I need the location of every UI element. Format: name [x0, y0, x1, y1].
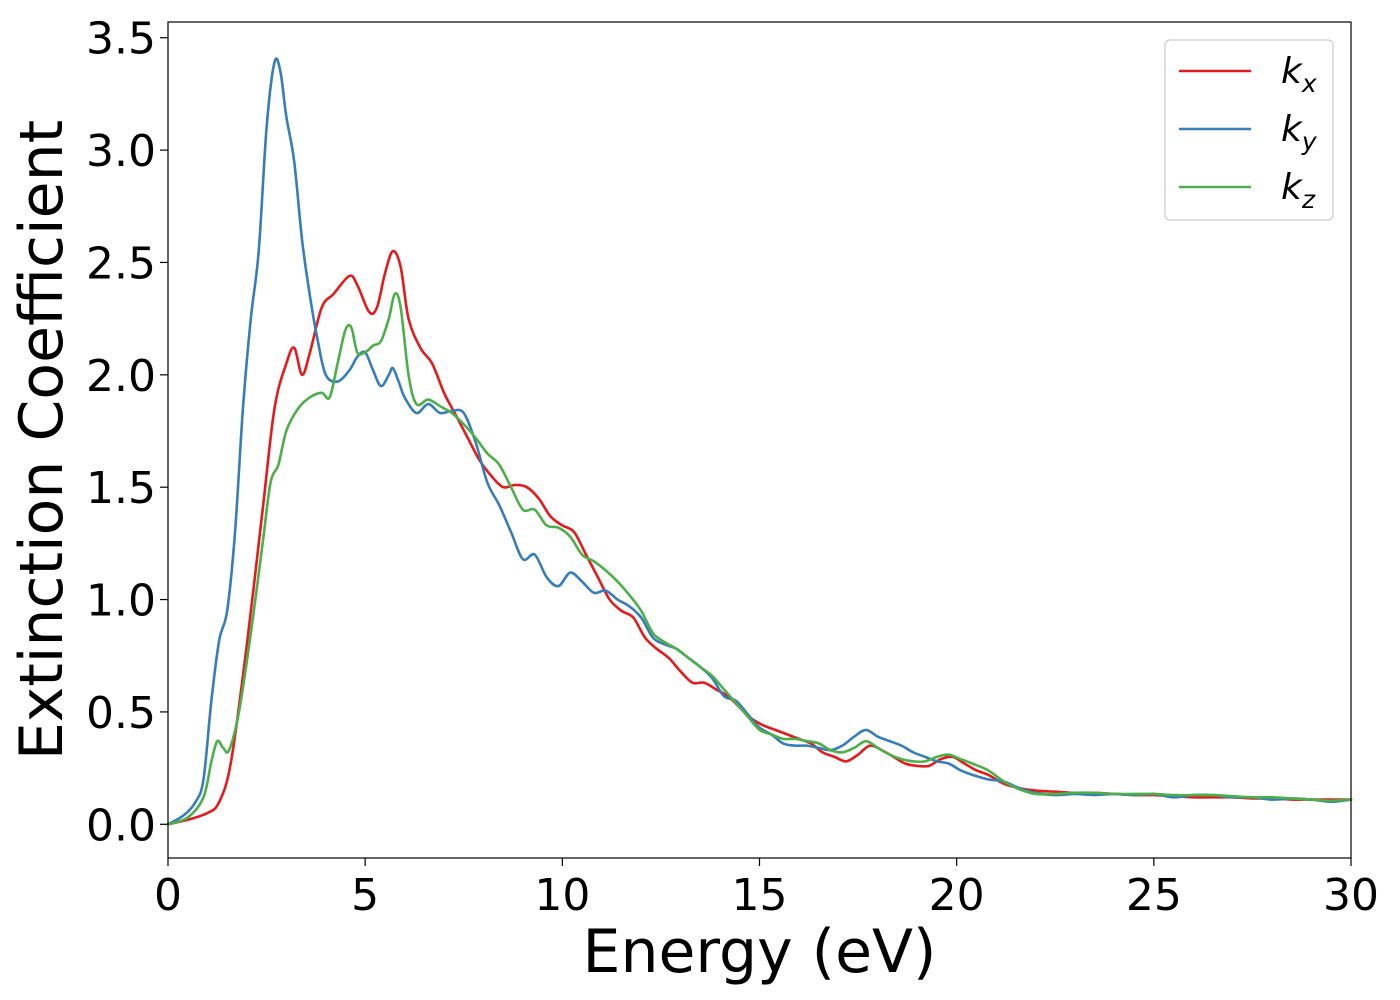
- y-tick-label: 1.5: [86, 463, 156, 514]
- series-line-kx: [166, 249, 1353, 826]
- y-tick-label: 0.0: [86, 800, 156, 851]
- legend-label-base: k: [1281, 109, 1304, 150]
- y-tick-label: 2.5: [86, 238, 156, 289]
- x-tick-label: 15: [732, 870, 788, 921]
- y-tick-label: 1.0: [86, 576, 156, 627]
- legend-label: kz: [1281, 167, 1316, 214]
- legend-label-subscript: y: [1301, 127, 1318, 156]
- y-axis: 0.0 0.5 1.0 1.5 2.0 2.5 3.0 3.5: [86, 14, 168, 851]
- y-tick-label: 2.0: [86, 351, 156, 402]
- legend-label-base: k: [1281, 51, 1304, 92]
- legend-label: ky: [1281, 109, 1318, 156]
- x-tick-label: 30: [1323, 870, 1379, 921]
- legend-label: kx: [1281, 51, 1317, 98]
- y-axis-title: Extinction Coefficient: [7, 120, 77, 760]
- x-tick-label: 0: [154, 870, 182, 921]
- y-tick-label: 3.0: [86, 126, 156, 177]
- x-tick-label: 20: [929, 870, 985, 921]
- x-axis-title: Energy (eV): [583, 917, 937, 987]
- y-tick-label: 0.5: [86, 688, 156, 739]
- x-tick-label: 10: [534, 870, 590, 921]
- legend-label-subscript: z: [1301, 185, 1316, 214]
- series-layer: [166, 57, 1353, 826]
- legend-label-subscript: x: [1301, 69, 1317, 98]
- series-line-kz: [166, 292, 1353, 826]
- legend-label-base: k: [1281, 167, 1304, 208]
- x-tick-label: 25: [1126, 870, 1182, 921]
- y-tick-label: 3.5: [86, 14, 156, 65]
- x-axis: 0 5 10 15 20 25 30: [154, 858, 1379, 921]
- x-tick-label: 5: [351, 870, 379, 921]
